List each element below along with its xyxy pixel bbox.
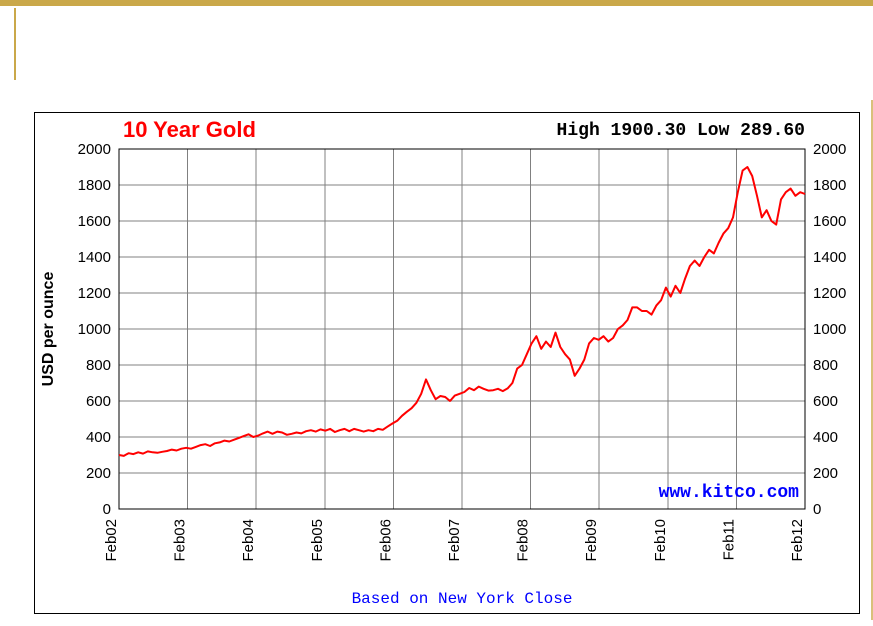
xtick-label: Feb04 (240, 519, 257, 562)
ytick-right: 1800 (813, 177, 846, 194)
ytick-left: 0 (103, 501, 111, 518)
ytick-left: 400 (86, 429, 111, 446)
chart-footer: Based on New York Close (352, 590, 573, 608)
ytick-right: 800 (813, 357, 838, 374)
xtick-label: Feb10 (652, 519, 669, 562)
ytick-right: 400 (813, 429, 838, 446)
xtick-label: Feb06 (377, 519, 394, 562)
ytick-right: 1000 (813, 321, 846, 338)
ytick-left: 1400 (78, 249, 111, 266)
top-gold-stripe (0, 0, 873, 6)
ytick-right: 600 (813, 393, 838, 410)
ytick-left: 1000 (78, 321, 111, 338)
gold-chart-svg: 0 0 200 200 400 400 600 600 800 800 1000 1000 1200 12… (35, 113, 859, 613)
xtick-label: Feb08 (515, 519, 532, 562)
ytick-right: 1200 (813, 285, 846, 302)
ytick-left: 1200 (78, 285, 111, 302)
ytick-right: 1400 (813, 249, 846, 266)
watermark-link[interactable]: www.kitco.com (659, 483, 800, 503)
ytick-left: 1600 (78, 213, 111, 230)
ytick-right: 2000 (813, 141, 846, 158)
y-axis-label: USD per ounce (40, 272, 57, 387)
ytick-left: 1800 (78, 177, 111, 194)
xtick-label: Feb12 (789, 519, 806, 562)
ytick-right: 0 (813, 501, 821, 518)
page-root: 0 0 200 200 400 400 600 600 800 800 1000 1000 1200 12… (0, 0, 873, 626)
xtick-label: Feb03 (172, 519, 189, 562)
xtick-label: Feb09 (583, 519, 600, 562)
left-gold-rule (14, 8, 16, 80)
chart-title: 10 Year Gold (123, 117, 256, 142)
high-low-text: High 1900.30 Low 289.60 (557, 121, 805, 141)
ytick-right: 200 (813, 465, 838, 482)
xtick-label: Feb02 (103, 519, 120, 562)
xtick-label: Feb05 (309, 519, 326, 562)
gold-chart: 0 0 200 200 400 400 600 600 800 800 1000 1000 1200 12… (34, 112, 860, 614)
ytick-right: 1600 (813, 213, 846, 230)
ytick-left: 600 (86, 393, 111, 410)
ytick-left: 800 (86, 357, 111, 374)
ytick-left: 200 (86, 465, 111, 482)
ytick-left: 2000 (78, 141, 111, 158)
xtick-label: Feb07 (446, 519, 463, 562)
xtick-label: Feb11 (720, 519, 737, 560)
